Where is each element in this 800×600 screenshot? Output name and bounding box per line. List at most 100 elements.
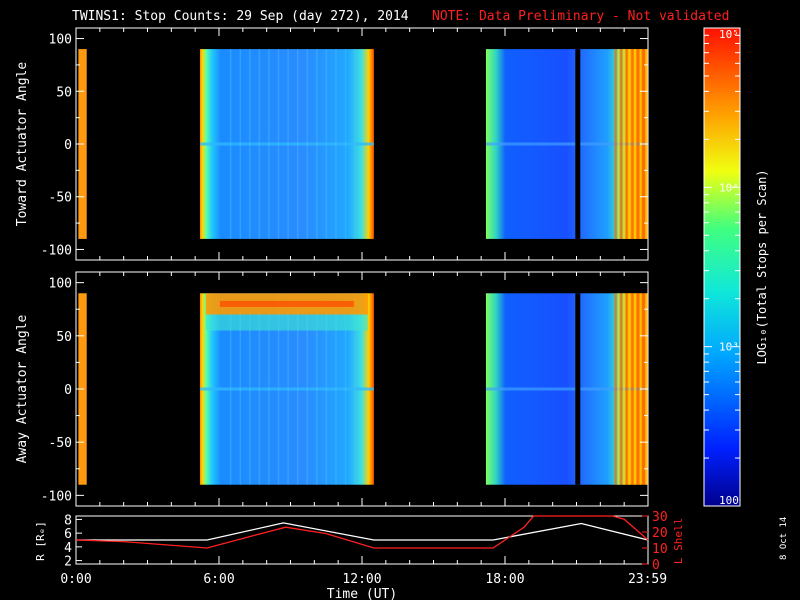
xtick-label: 23:59 <box>628 572 667 587</box>
ytick-label-right: 30 <box>652 510 668 525</box>
heatmap-stripe <box>335 293 337 485</box>
colorbar-scale <box>703 27 741 507</box>
colorbar-tick-label: 100 <box>719 494 739 507</box>
heatmap-spike <box>622 293 625 485</box>
heatmap-stripe <box>249 49 251 239</box>
side-stamp: 8 Oct 14 <box>779 517 789 560</box>
heatmap-spike <box>631 293 634 485</box>
ytick-label: 50 <box>56 85 72 100</box>
series-r-line <box>76 522 649 541</box>
ytick-label: -50 <box>49 191 72 206</box>
heatmap-stripe <box>239 293 242 485</box>
heatmap-stripe <box>306 293 308 485</box>
heatmap-gap <box>575 49 581 239</box>
heatmap-stripe <box>344 49 347 239</box>
heatmap-stripe <box>344 293 347 485</box>
ytick-label: 4 <box>64 541 72 556</box>
ytick-label: 6 <box>64 527 72 542</box>
heatmap-stripe <box>296 49 299 239</box>
series-lshell-line <box>75 515 649 549</box>
heatmap-zero-band <box>485 387 648 391</box>
ytick-label-right: 0 <box>652 558 660 573</box>
ytick-label: 0 <box>64 383 72 398</box>
ytick-label: -50 <box>49 436 72 451</box>
heatmap-stripe <box>268 293 270 485</box>
xtick-label: 0:00 <box>60 572 91 587</box>
heatmap-spike <box>634 293 637 485</box>
validation-note: NOTE: Data Preliminary - Not validated <box>432 9 729 24</box>
heatmap-spike <box>636 293 639 485</box>
xtick-label: 18:00 <box>485 572 524 587</box>
xlabel-time: Time (UT) <box>327 587 397 600</box>
heatmap-stripe <box>277 49 280 239</box>
heatmap-spike <box>628 293 631 485</box>
heatmap-spike <box>614 49 617 239</box>
heatmap-stripe <box>325 293 328 485</box>
heatmap-stripe <box>325 49 328 239</box>
heatmap-stripe <box>229 293 232 485</box>
ytick-label: 50 <box>56 330 72 345</box>
ytick-label: 2 <box>64 555 72 570</box>
ytick-label: -100 <box>41 243 72 258</box>
colorbar-tick-label: 10⁴ <box>719 181 739 194</box>
heatmap-stripe <box>296 293 299 485</box>
heatmap-stripe <box>354 293 356 485</box>
heatmap-spike <box>634 49 637 239</box>
heatmap-away <box>78 293 648 485</box>
heatmap-stripe <box>229 49 232 239</box>
heatmap-stripe <box>258 49 261 239</box>
ylabel-away: Away Actuator Angle <box>15 314 30 463</box>
colorbar: 100 10³ 10⁴ 10⁵ LOG₁₀(Total Stops per Scan) <box>703 27 769 507</box>
heatmap-spike <box>620 49 623 239</box>
ylabel-lshell: L Shell <box>672 518 685 564</box>
colorbar-label: LOG₁₀(Total Stops per Scan) <box>755 169 769 364</box>
heatmap-zero-band <box>485 142 648 146</box>
chart-title: TWINS1: Stop Counts: 29 Sep (day 272), 2… <box>72 9 409 24</box>
heatmap-high-band-core <box>219 300 354 307</box>
heatmap-zero-band <box>199 387 374 391</box>
colorbar-tick-label: 10³ <box>719 341 739 354</box>
heatmap-spike <box>617 49 620 239</box>
ylabel-r: R [Rₑ] <box>34 521 47 561</box>
heatmap-spike <box>625 293 628 485</box>
heatmap-spike <box>614 293 617 485</box>
heatmap-stripe <box>249 293 251 485</box>
ytick-label: 100 <box>49 277 72 292</box>
heatmap-stripe <box>335 49 337 239</box>
heatmap-stripe <box>287 293 289 485</box>
heatmap-spike <box>620 293 623 485</box>
heatmap-stripe <box>258 293 261 485</box>
heatmap-spike <box>631 49 634 239</box>
yaxis-toward: 100 50 0 -50 -100 <box>41 28 649 260</box>
heatmap-spike <box>625 49 628 239</box>
heatmap-gap <box>575 293 581 485</box>
ytick-label: -100 <box>41 489 72 504</box>
ytick-label: 100 <box>49 33 72 48</box>
heatmap-stripe <box>354 49 356 239</box>
heatmap-toward <box>78 49 648 239</box>
heatmap-zero-band <box>199 142 374 146</box>
ytick-label-right: 20 <box>652 526 668 541</box>
heatmap-stripe <box>277 293 280 485</box>
heatmap-spike <box>628 49 631 239</box>
yaxis-away: 100 50 0 -50 -100 <box>41 272 649 506</box>
heatmap-spike <box>617 293 620 485</box>
colorbar-tick-label: 10⁵ <box>719 28 739 41</box>
ytick-label: 8 <box>64 513 72 528</box>
ytick-label-right: 10 <box>652 542 668 557</box>
ylabel-toward: Toward Actuator Angle <box>15 62 30 227</box>
xtick-label: 6:00 <box>203 572 234 587</box>
heatmap-spike <box>622 49 625 239</box>
ytick-label: 0 <box>64 138 72 153</box>
heatmap-stripe <box>306 49 308 239</box>
panel-away: 100 50 0 -50 -100 Away Actuator Angle <box>15 271 649 507</box>
heatmap-stripe <box>239 49 242 239</box>
heatmap-stripe <box>316 293 318 485</box>
xtick-label: 12:00 <box>342 572 381 587</box>
heatmap-stripe <box>287 49 289 239</box>
heatmap-spike <box>636 49 639 239</box>
panel-toward: 100 50 0 -50 -100 Toward Actuator Angle <box>15 27 649 261</box>
